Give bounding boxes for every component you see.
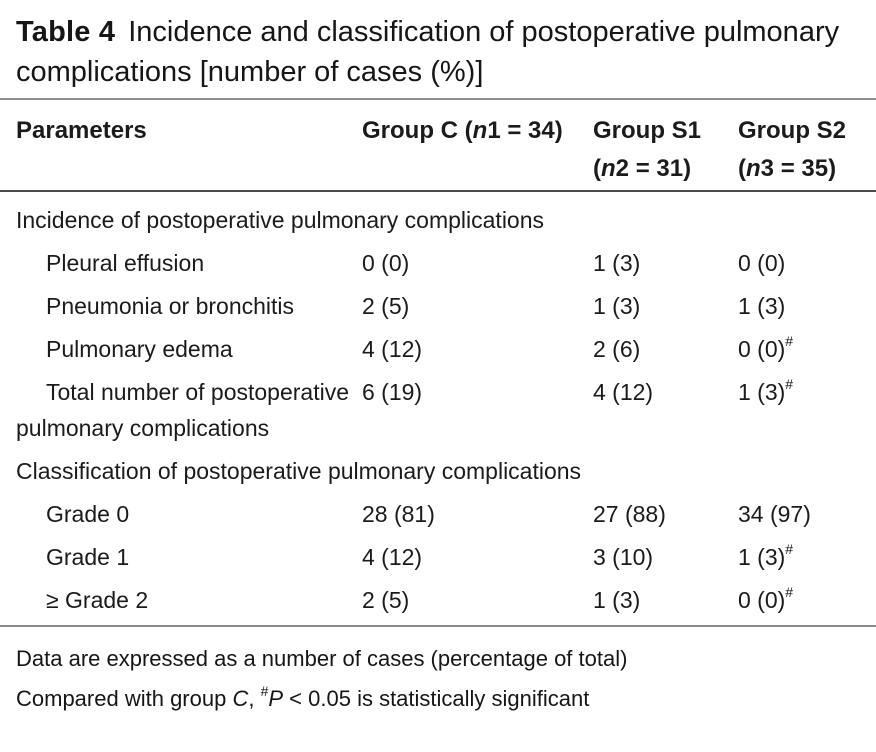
value-group-s1: 1 (3): [593, 293, 641, 319]
table-title-line1: Incidence and classification of postoper…: [128, 16, 840, 48]
section-label: Incidence of postoperative pulmonary com…: [16, 207, 545, 233]
section-label: Classification of postoperative pulmonar…: [16, 458, 582, 484]
table-header-row: Parameters Group C (n1 = 34) Group S1 (n2…: [0, 100, 876, 190]
value-group-s2: 1 (3)#: [738, 376, 794, 405]
value-group-c: 6 (19): [362, 379, 423, 405]
section-row-classification: Classification of postoperative pulmonar…: [0, 453, 876, 496]
value-group-s2: 0 (0): [738, 250, 786, 276]
significance-marker: #: [785, 541, 794, 558]
value-group-s1: 1 (3): [593, 250, 641, 276]
header-rule-divider: [0, 190, 876, 192]
significance-marker: #: [785, 376, 794, 393]
column-header-group-s2: Group S2 (n3 = 35): [738, 117, 847, 182]
table-row-grade-1: Grade 1 4 (12) 3 (10) 1 (3)#: [0, 539, 876, 582]
value-group-c: 28 (81): [362, 501, 435, 527]
value-group-s2: 1 (3): [738, 293, 786, 319]
value-group-s1: 1 (3): [593, 587, 641, 613]
value-group-s1: 3 (10): [593, 544, 654, 570]
row-label: Total number of postoperative pulmonary …: [16, 379, 350, 441]
table-body: Incidence of postoperative pulmonary com…: [0, 192, 876, 625]
table-number-label: Table 4: [16, 16, 116, 48]
column-header-group-s1: Group S1 (n2 = 31): [593, 117, 702, 182]
significance-marker: #: [785, 584, 794, 601]
top-rule-divider: [0, 98, 876, 100]
table-row-total-complications: Total number of postoperative pulmonary …: [0, 374, 876, 453]
table-title: Table 4 Incidence and classification of p…: [0, 0, 876, 98]
value-group-s2: 34 (97): [738, 501, 811, 527]
value-group-c: 2 (5): [362, 293, 410, 319]
table-row-grade-2-or-more: ≥ Grade 2 2 (5) 1 (3) 0 (0)#: [0, 582, 876, 625]
row-label: Grade 0: [46, 501, 130, 527]
value-group-s2: 1 (3)#: [738, 541, 794, 570]
row-label: Grade 1: [46, 544, 130, 570]
footnote-data-expression: Data are expressed as a number of cases …: [16, 646, 628, 671]
bottom-rule-divider: [0, 625, 876, 627]
column-header-parameters: Parameters: [16, 117, 147, 144]
table-row-pneumonia: Pneumonia or bronchitis 2 (5) 1 (3) 1 (3…: [0, 288, 876, 331]
column-header-group-c: Group C (n1 = 34): [362, 117, 563, 144]
value-group-c: 0 (0): [362, 250, 410, 276]
row-label: ≥ Grade 2: [46, 587, 149, 613]
value-group-s2: 0 (0)#: [738, 584, 794, 613]
value-group-s1: 27 (88): [593, 501, 666, 527]
table-row-pleural-effusion: Pleural effusion 0 (0) 1 (3) 0 (0): [0, 245, 876, 288]
footnote-significance: Compared with group C, #P < 0.05 is stat…: [16, 682, 590, 711]
table-row-grade-0: Grade 0 28 (81) 27 (88) 34 (97): [0, 496, 876, 539]
row-label: Pleural effusion: [46, 250, 205, 276]
value-group-c: 4 (12): [362, 544, 423, 570]
value-group-s2: 0 (0)#: [738, 333, 794, 362]
value-group-s1: 2 (6): [593, 336, 641, 362]
row-label: Pneumonia or bronchitis: [46, 293, 295, 319]
value-group-c: 2 (5): [362, 587, 410, 613]
table-footnotes: Data are expressed as a number of cases …: [0, 627, 876, 729]
table-row-pulmonary-edema: Pulmonary edema 4 (12) 2 (6) 0 (0)#: [0, 331, 876, 374]
value-group-s1: 4 (12): [593, 379, 654, 405]
hash-marker: #: [260, 682, 269, 699]
section-row-incidence: Incidence of postoperative pulmonary com…: [0, 202, 876, 245]
value-group-c: 4 (12): [362, 336, 423, 362]
row-label: Pulmonary edema: [46, 336, 233, 362]
table-title-line2: complications [number of cases (%)]: [16, 56, 484, 88]
significance-marker: #: [785, 333, 794, 350]
table-figure: Table 4 Incidence and classification of p…: [0, 0, 876, 729]
